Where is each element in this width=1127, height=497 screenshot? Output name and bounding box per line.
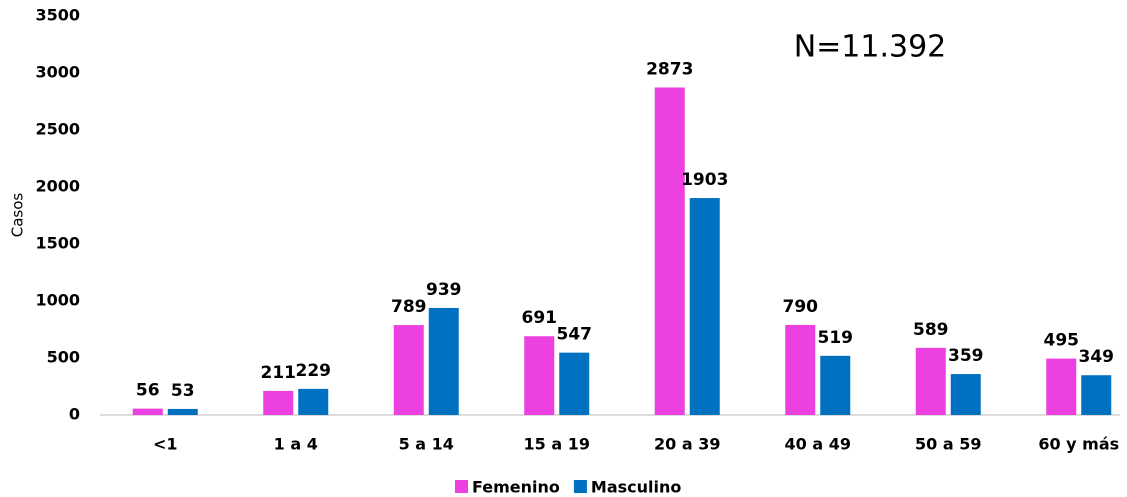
bar [393, 325, 424, 415]
bar [167, 408, 198, 415]
bar [820, 355, 851, 415]
value-label: 691 [522, 308, 558, 328]
legend-swatch [455, 480, 468, 493]
y-tick-label: 500 [47, 348, 80, 367]
value-label: 359 [948, 346, 984, 366]
bar [263, 390, 294, 415]
value-label: 1903 [681, 170, 728, 190]
value-label: 589 [913, 320, 949, 340]
y-axis-label: Casos [9, 193, 27, 238]
y-tick-label: 0 [69, 405, 80, 424]
y-tick-label: 1500 [35, 234, 80, 253]
y-tick-label: 3500 [35, 6, 80, 25]
value-label: 547 [557, 325, 593, 345]
y-tick-label: 2500 [35, 120, 80, 139]
legend-swatch [573, 480, 587, 493]
bar [689, 198, 720, 415]
x-tick-label: 60 y más [1038, 435, 1119, 454]
value-label: 789 [391, 297, 427, 317]
value-label: 211 [261, 363, 297, 383]
value-label: 519 [818, 328, 854, 348]
value-label: 349 [1079, 347, 1115, 367]
legend-label: Masculino [591, 478, 681, 497]
value-label: 790 [783, 297, 819, 317]
bar [654, 87, 685, 415]
bar [428, 307, 459, 415]
y-tick-label: 2000 [35, 177, 80, 196]
value-label: 939 [426, 280, 462, 300]
x-tick-label: 5 a 14 [399, 435, 454, 454]
bar [524, 336, 555, 415]
bar [1046, 358, 1077, 415]
x-tick-label: 50 a 59 [915, 435, 981, 454]
x-tick-label: 20 a 39 [654, 435, 720, 454]
bar [132, 408, 163, 415]
value-label: 2873 [646, 59, 693, 79]
y-tick-label: 1000 [35, 291, 80, 310]
value-label: 495 [1044, 331, 1080, 351]
annotation: N=11.392 [794, 30, 947, 65]
bar [298, 388, 329, 415]
x-tick-label: 1 a 4 [274, 435, 318, 454]
bar [559, 352, 590, 415]
bar [1081, 375, 1112, 415]
bar [950, 374, 981, 415]
value-label: 229 [296, 361, 332, 381]
bar [785, 324, 816, 415]
value-label: 56 [136, 381, 160, 401]
x-tick-label: 40 a 49 [785, 435, 851, 454]
bar [915, 347, 946, 415]
x-tick-label: 15 a 19 [524, 435, 590, 454]
legend-label: Femenino [472, 478, 560, 497]
x-tick-label: <1 [153, 435, 178, 454]
y-tick-label: 3000 [35, 63, 80, 82]
value-label: 53 [171, 381, 195, 401]
